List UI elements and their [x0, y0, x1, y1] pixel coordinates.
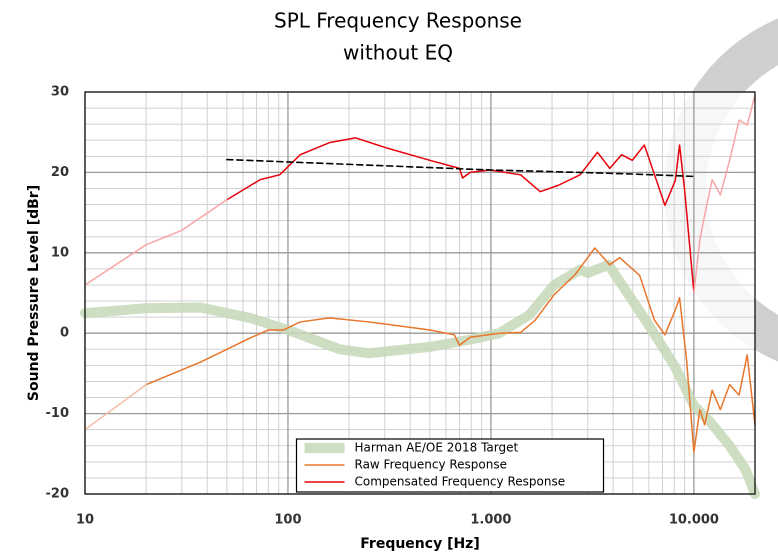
legend-label: Compensated Frequency Response: [355, 475, 566, 489]
y-tick-label: 20: [51, 165, 69, 180]
series-line: [84, 198, 228, 286]
x-tick-label: 100: [274, 513, 301, 528]
series-line: [226, 137, 695, 293]
lines: [80, 94, 760, 499]
plot-frame: [84, 91, 756, 495]
y-tick-label: 30: [51, 85, 69, 100]
chart-title: SPL Frequency Response: [274, 9, 522, 33]
series-line: [226, 158, 695, 178]
legend: Harman AE/OE 2018 Target Raw Frequency Re…: [295, 438, 605, 493]
series-line: [145, 247, 756, 453]
chart-subtitle: without EQ: [343, 41, 453, 65]
y-tick-label: 10: [51, 245, 69, 260]
series-line: [84, 383, 147, 431]
x-axis-title: Frequency [Hz]: [360, 536, 479, 552]
legend-label: Raw Frequency Response: [355, 458, 508, 472]
legend-box: [295, 438, 605, 493]
y-axis-title: Sound Pressure Level [dBr]: [26, 185, 42, 401]
y-tick-label: -20: [46, 487, 70, 502]
x-tick-label: 10.000: [669, 513, 719, 528]
series-line: [693, 94, 756, 293]
plot-area: [85, 92, 755, 494]
x-tick-label: 1.000: [470, 513, 511, 528]
legend-label: Harman AE/OE 2018 Target: [355, 441, 519, 455]
grid: [84, 91, 755, 495]
y-tick-label: 0: [60, 326, 69, 341]
y-tick-label: -10: [46, 406, 70, 421]
x-tick-label: 10: [76, 513, 94, 528]
